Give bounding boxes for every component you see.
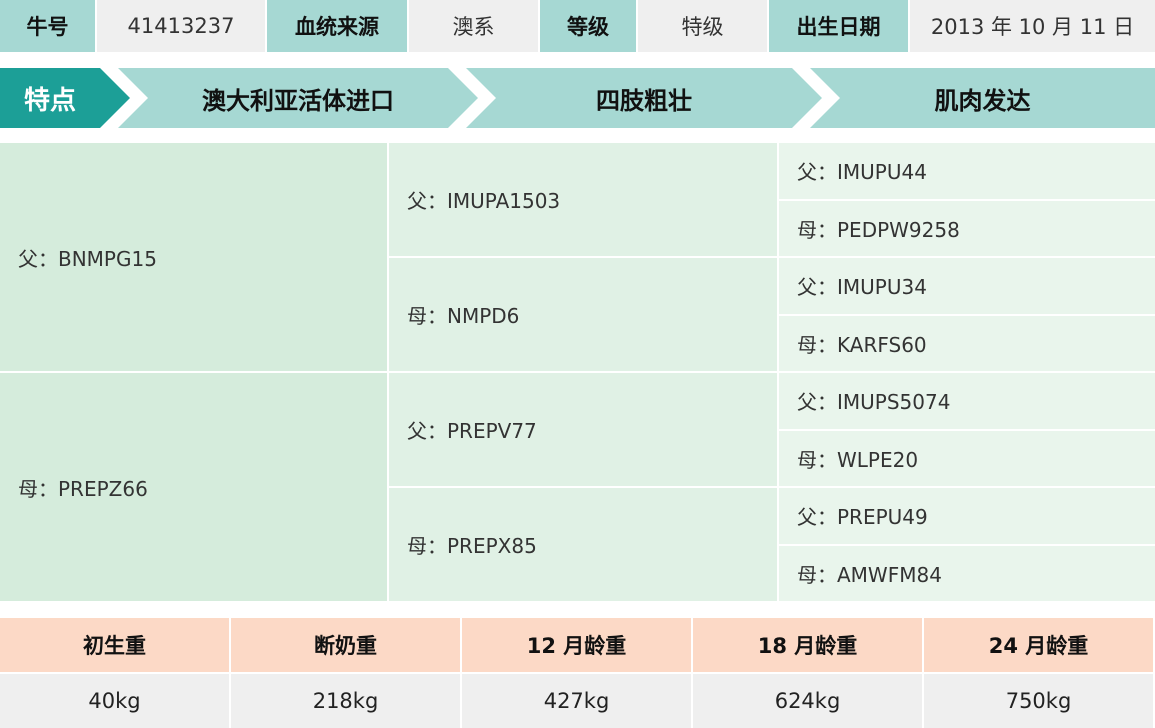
weight-header: 12 月龄重	[462, 618, 691, 672]
weight-header: 24 月龄重	[924, 618, 1153, 672]
pedigree-cell: 父：IMUPS5074	[779, 373, 1155, 429]
pedigree-cell: 母：WLPE20	[779, 430, 1155, 486]
weight-value: 624kg	[693, 674, 922, 728]
pedigree-cell: 父：IMUPU34	[779, 258, 1155, 314]
weight-header: 初生重	[0, 618, 229, 672]
feature-item: 澳大利亚活体进口	[118, 68, 478, 128]
grade-value: 特级	[638, 0, 767, 52]
bloodline-label: 血统来源	[267, 0, 407, 52]
weight-value: 427kg	[462, 674, 691, 728]
pedigree-cell: 父：IMUPU44	[779, 143, 1155, 199]
feature-item: 四肢粗壮	[466, 68, 822, 128]
pedigree-cell: 母：PREPX85	[389, 488, 777, 601]
pedigree-cell: 母：AMWFM84	[779, 545, 1155, 601]
grade-label: 等级	[540, 0, 636, 52]
birthdate-label: 出生日期	[769, 0, 908, 52]
pedigree-cell: 母：KARFS60	[779, 315, 1155, 371]
weight-header: 断奶重	[231, 618, 460, 672]
pedigree-cell: 父：BNMPG15	[0, 143, 387, 371]
pedigree-cell: 父：IMUPA1503	[389, 143, 777, 256]
pedigree-cell: 父：PREPV77	[389, 373, 777, 486]
features-title: 特点	[0, 68, 130, 128]
weight-value: 40kg	[0, 674, 229, 728]
pedigree-cell: 母：NMPD6	[389, 258, 777, 371]
pedigree-cell: 母：PREPZ66	[0, 373, 387, 601]
birthdate-value: 2013 年 10 月 11 日	[910, 0, 1155, 52]
feature-item: 肌肉发达	[810, 68, 1155, 128]
cattle-id-value: 41413237	[97, 0, 265, 52]
pedigree-cell: 父：PREPU49	[779, 488, 1155, 544]
info-header: 牛号 41413237 血统来源 澳系 等级 特级 出生日期 2013 年 10…	[0, 0, 1155, 52]
weight-value: 750kg	[924, 674, 1153, 728]
bloodline-value: 澳系	[409, 0, 538, 52]
weight-header: 18 月龄重	[693, 618, 922, 672]
pedigree-cell: 母：PEDPW9258	[779, 200, 1155, 256]
weight-value: 218kg	[231, 674, 460, 728]
cattle-id-label: 牛号	[0, 0, 95, 52]
